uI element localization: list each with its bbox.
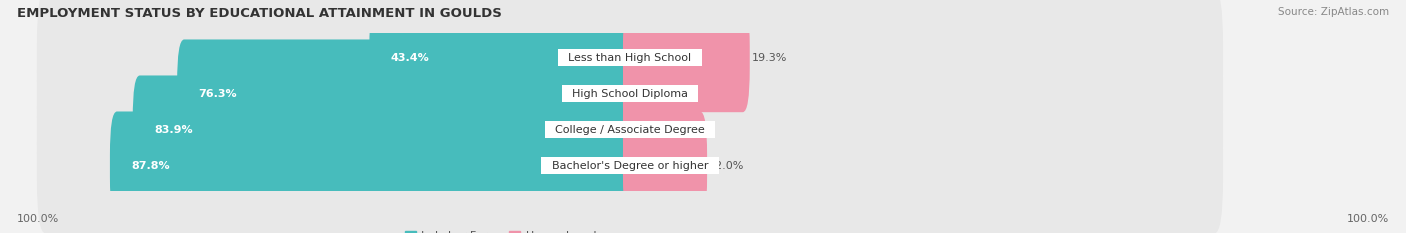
FancyBboxPatch shape	[623, 3, 749, 112]
Text: EMPLOYMENT STATUS BY EDUCATIONAL ATTAINMENT IN GOULDS: EMPLOYMENT STATUS BY EDUCATIONAL ATTAINM…	[17, 7, 502, 20]
FancyBboxPatch shape	[623, 39, 659, 148]
Text: 83.9%: 83.9%	[155, 125, 193, 135]
Text: 87.8%: 87.8%	[132, 161, 170, 171]
FancyBboxPatch shape	[623, 111, 707, 220]
Text: 100.0%: 100.0%	[17, 214, 59, 224]
Text: 19.3%: 19.3%	[751, 53, 787, 63]
FancyBboxPatch shape	[110, 111, 637, 220]
Legend: In Labor Force, Unemployed: In Labor Force, Unemployed	[401, 226, 600, 233]
FancyBboxPatch shape	[37, 98, 1223, 233]
FancyBboxPatch shape	[370, 3, 637, 112]
FancyBboxPatch shape	[37, 26, 1223, 161]
Text: Bachelor's Degree or higher: Bachelor's Degree or higher	[544, 161, 716, 171]
Text: 4.8%: 4.8%	[666, 125, 696, 135]
Text: 76.3%: 76.3%	[198, 89, 238, 99]
FancyBboxPatch shape	[37, 62, 1223, 198]
Text: 3.9%: 3.9%	[661, 89, 690, 99]
FancyBboxPatch shape	[132, 75, 637, 184]
Text: 100.0%: 100.0%	[1347, 214, 1389, 224]
FancyBboxPatch shape	[623, 75, 665, 184]
Text: 12.0%: 12.0%	[709, 161, 744, 171]
Text: Source: ZipAtlas.com: Source: ZipAtlas.com	[1278, 7, 1389, 17]
Text: 43.4%: 43.4%	[391, 53, 430, 63]
Text: Less than High School: Less than High School	[561, 53, 699, 63]
FancyBboxPatch shape	[37, 0, 1223, 126]
Text: High School Diploma: High School Diploma	[565, 89, 695, 99]
Text: College / Associate Degree: College / Associate Degree	[548, 125, 711, 135]
FancyBboxPatch shape	[177, 39, 637, 148]
